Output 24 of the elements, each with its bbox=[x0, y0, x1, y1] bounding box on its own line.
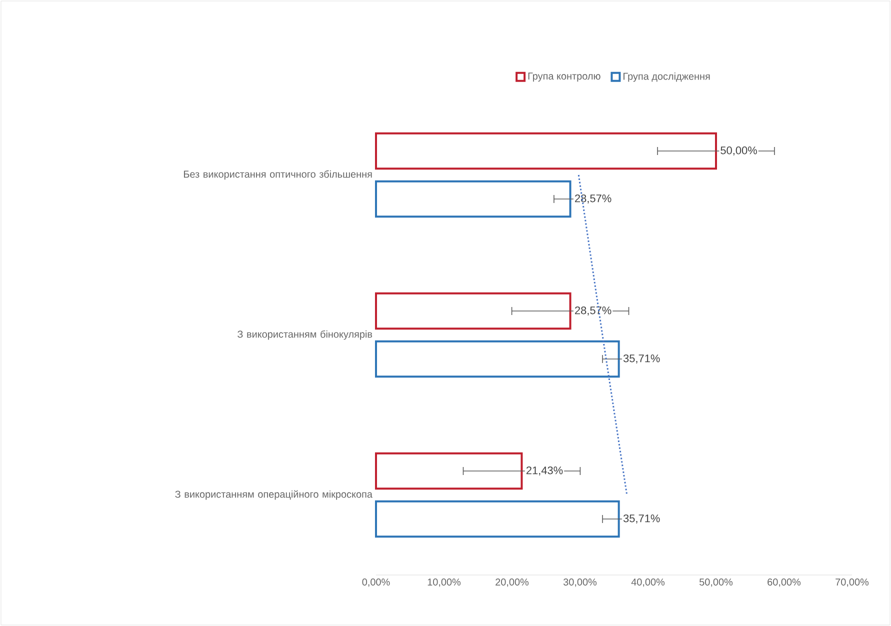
x-tick-label: 40,00% bbox=[631, 578, 665, 587]
data-label: 35,71% bbox=[623, 514, 660, 524]
legend-label: Група дослідження bbox=[624, 72, 710, 82]
x-tick-label: 20,00% bbox=[496, 578, 529, 587]
y-tick-label: З використанням бінокулярів bbox=[238, 330, 372, 340]
data-label: 28,57% bbox=[575, 194, 612, 204]
y-tick-label: Без використання оптичного збільшення bbox=[184, 170, 372, 180]
data-label: 28,57% bbox=[575, 306, 612, 316]
x-tick-label: 30,00% bbox=[563, 578, 597, 587]
bar bbox=[375, 132, 717, 170]
x-tick-label: 50,00% bbox=[700, 578, 733, 587]
y-tick-label: З використанням операційного мікроскопа bbox=[175, 490, 373, 500]
bar bbox=[375, 340, 620, 378]
legend-label: Група контролю bbox=[528, 72, 600, 82]
data-label: 35,71% bbox=[623, 354, 660, 364]
bar bbox=[375, 292, 572, 330]
x-tick-label: 70,00% bbox=[836, 578, 869, 587]
x-tick-label: 0,00% bbox=[362, 578, 390, 587]
data-label: 50,00% bbox=[720, 146, 757, 156]
x-tick-label: 10,00% bbox=[428, 578, 461, 587]
bar bbox=[375, 500, 620, 538]
x-tick-label: 60,00% bbox=[768, 578, 801, 587]
bar bbox=[375, 180, 572, 218]
data-label: 21,43% bbox=[526, 466, 563, 476]
